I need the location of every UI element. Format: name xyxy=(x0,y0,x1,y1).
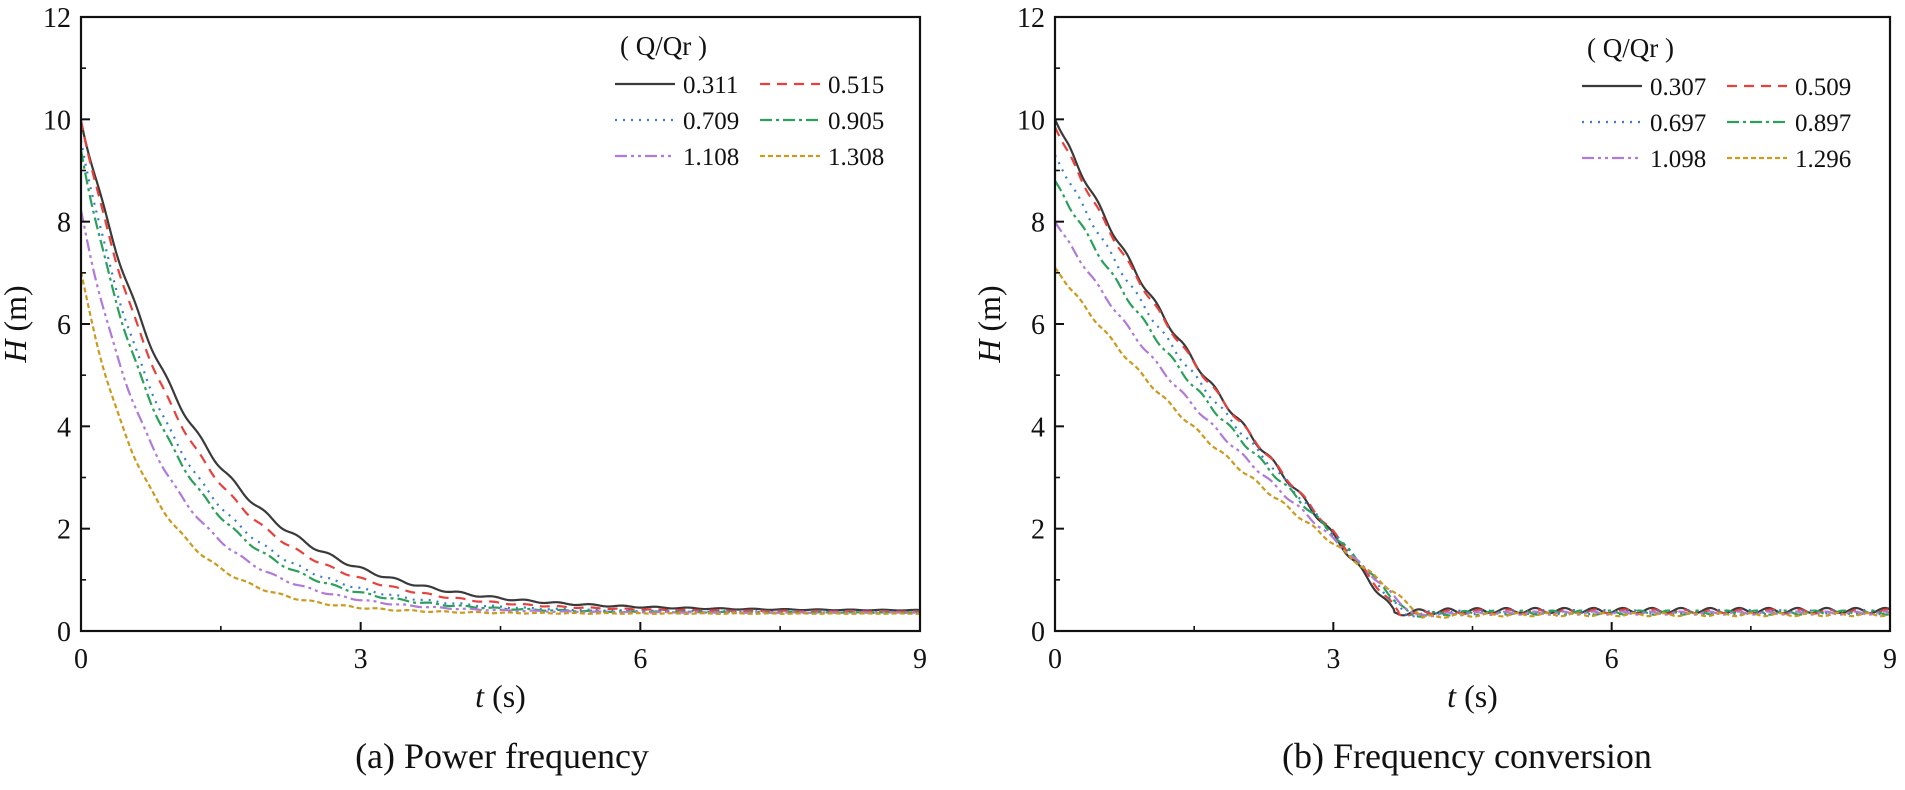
caption-b: (b) Frequency conversion xyxy=(1282,736,1652,776)
series-line-0-311 xyxy=(81,120,920,612)
legend: ( Q/Qr ) 0.311 0.515 0.709 0.905 1.108 1.308 xyxy=(615,31,884,171)
legend-label: 0.897 xyxy=(1795,110,1851,137)
series-line-0-307 xyxy=(1055,118,1890,617)
y-tick-label: 8 xyxy=(57,208,71,239)
y-axis-label: H (m) xyxy=(971,285,1007,363)
y-tick-label: 10 xyxy=(43,105,71,136)
legend-label: 0.905 xyxy=(828,108,884,135)
legend-label: 0.307 xyxy=(1650,74,1706,101)
legend-label: 1.098 xyxy=(1650,146,1706,173)
legend-label: 0.311 xyxy=(683,72,738,99)
x-tick-label: 6 xyxy=(633,644,647,675)
axes-frame xyxy=(79,15,922,633)
legend: ( Q/Qr ) 0.307 0.509 0.697 0.897 1.098 1.296 xyxy=(1582,33,1851,173)
y-tick-label: 2 xyxy=(57,515,71,546)
legend-title: ( Q/Qr ) xyxy=(1587,33,1674,63)
y-tick-label: 8 xyxy=(1031,208,1045,239)
y-tick-label: 10 xyxy=(1017,105,1045,136)
y-tick-label: 12 xyxy=(1017,3,1045,34)
x-axis-unit: (s) xyxy=(484,678,526,714)
x-axis-unit: (s) xyxy=(1456,678,1498,714)
plot-area xyxy=(81,120,920,615)
legend-label: 1.296 xyxy=(1795,146,1851,173)
plot-area xyxy=(1055,118,1890,620)
y-axis-var: H xyxy=(971,338,1007,364)
series-line-1-108 xyxy=(81,209,920,614)
legend-label: 0.515 xyxy=(828,72,884,99)
axes-frame xyxy=(1053,15,1892,633)
y-tick-label: 12 xyxy=(43,3,71,34)
y-tick-label: 6 xyxy=(1031,310,1045,341)
legend-title: ( Q/Qr ) xyxy=(620,31,707,61)
y-axis-unit: (m) xyxy=(971,285,1007,339)
x-axis-var: t xyxy=(475,678,485,714)
y-axis-var: H xyxy=(0,338,33,364)
series-line-1-308 xyxy=(81,271,920,615)
y-tick-label: 4 xyxy=(57,412,71,443)
y-tick-label: 0 xyxy=(57,617,71,648)
y-tick-label: 2 xyxy=(1031,515,1045,546)
x-axis-label: t (s) xyxy=(475,678,526,714)
x-tick-label: 6 xyxy=(1605,644,1619,675)
caption-a: (a) Power frequency xyxy=(355,736,649,776)
legend-label: 0.697 xyxy=(1650,110,1706,137)
x-tick-label: 9 xyxy=(1883,644,1897,675)
series-line-0-905 xyxy=(81,149,920,614)
legend-label: 0.509 xyxy=(1795,74,1851,101)
chart-panel-a: 0 3 6 9 0 2 4 6 8 10 12 t (s) H (m) ( Q/Qr ) 0.311 0.51… xyxy=(0,3,927,714)
y-tick-label: 4 xyxy=(1031,412,1045,443)
y-tick-label: 6 xyxy=(57,310,71,341)
y-axis-label: H (m) xyxy=(0,285,33,363)
x-tick-label: 0 xyxy=(74,644,88,675)
legend-label: 0.709 xyxy=(683,108,739,135)
series-line-0-709 xyxy=(81,139,920,614)
series-line-1-098 xyxy=(1055,221,1890,618)
series-line-0-897 xyxy=(1055,180,1890,618)
series-line-1-296 xyxy=(1055,267,1890,620)
series-line-0-697 xyxy=(1055,154,1890,618)
series-line-0-509 xyxy=(1055,126,1890,618)
legend-label: 1.308 xyxy=(828,144,884,171)
chart-panel-b: 0 3 6 9 0 2 4 6 8 10 12 t (s) H (m) ( Q/Qr ) 0.307 0.50… xyxy=(971,3,1897,714)
legend-label: 1.108 xyxy=(683,144,739,171)
x-tick-label: 3 xyxy=(354,644,368,675)
series-line-0-515 xyxy=(81,120,920,613)
y-tick-label: 0 xyxy=(1031,617,1045,648)
y-axis-unit: (m) xyxy=(0,285,33,339)
x-tick-label: 3 xyxy=(1326,644,1340,675)
x-axis-label: t (s) xyxy=(1447,678,1498,714)
x-tick-label: 0 xyxy=(1048,644,1062,675)
x-axis-var: t xyxy=(1447,678,1457,714)
x-tick-label: 9 xyxy=(913,644,927,675)
